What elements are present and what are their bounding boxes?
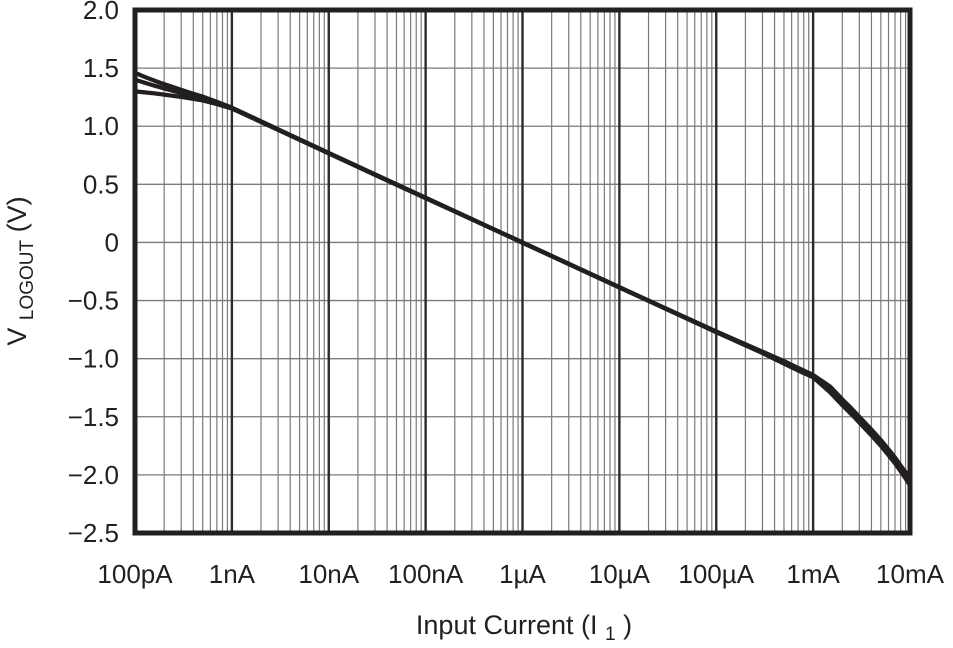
y-axis-title: V LOGOUT (V) (2, 196, 39, 345)
y-tick-label: −1.5 (68, 402, 119, 432)
x-tick-label: 100nA (388, 559, 464, 589)
grid-layer (135, 10, 910, 533)
y-tick-label: 1.5 (83, 53, 119, 83)
y-tick-label: −2.5 (68, 518, 119, 548)
y-tick-label: 0 (105, 227, 119, 257)
y-tick-label: 2.0 (83, 0, 119, 25)
y-axis-title-units: (V) (2, 196, 32, 232)
x-tick-label: 1nA (209, 559, 256, 589)
x-axis-title: Input Current (I 1 ) (416, 610, 632, 646)
y-tick-label: −1.0 (68, 344, 119, 374)
y-tick-label: 1.0 (83, 111, 119, 141)
x-tick-label: 100pA (97, 559, 173, 589)
x-tick-label: 100µA (678, 559, 754, 589)
y-tick-label: 0.5 (83, 169, 119, 199)
curve-3 (132, 89, 913, 486)
y-tick-label: −2.0 (68, 460, 119, 490)
y-tick-labels: 2.0 1.5 1.0 0.5 0 −0.5 −1.0 −1.5 −2.0 −2.5 (68, 0, 119, 548)
x-tick-label: 10µA (589, 559, 651, 589)
plot-frame (132, 7, 913, 536)
x-tick-label: 10mA (876, 559, 945, 589)
x-tick-label: 1µA (499, 559, 546, 589)
x-axis-title-subscript: 1 (605, 624, 616, 645)
x-tick-label: 1mA (786, 559, 840, 589)
y-axis-title-symbol: V (2, 328, 32, 346)
x-tick-labels: 100pA 1nA 10nA 100nA 1µA 10µA 100µA 1mA 10mA (97, 559, 944, 589)
x-axis-title-text: Input Current (I (416, 610, 598, 640)
x-tick-label: 10nA (298, 559, 359, 589)
y-axis-title-subscript: LOGOUT (17, 239, 38, 320)
curve-layer (132, 70, 913, 488)
y-tick-label: −0.5 (68, 286, 119, 316)
x-axis-title-close: ) (623, 610, 632, 640)
